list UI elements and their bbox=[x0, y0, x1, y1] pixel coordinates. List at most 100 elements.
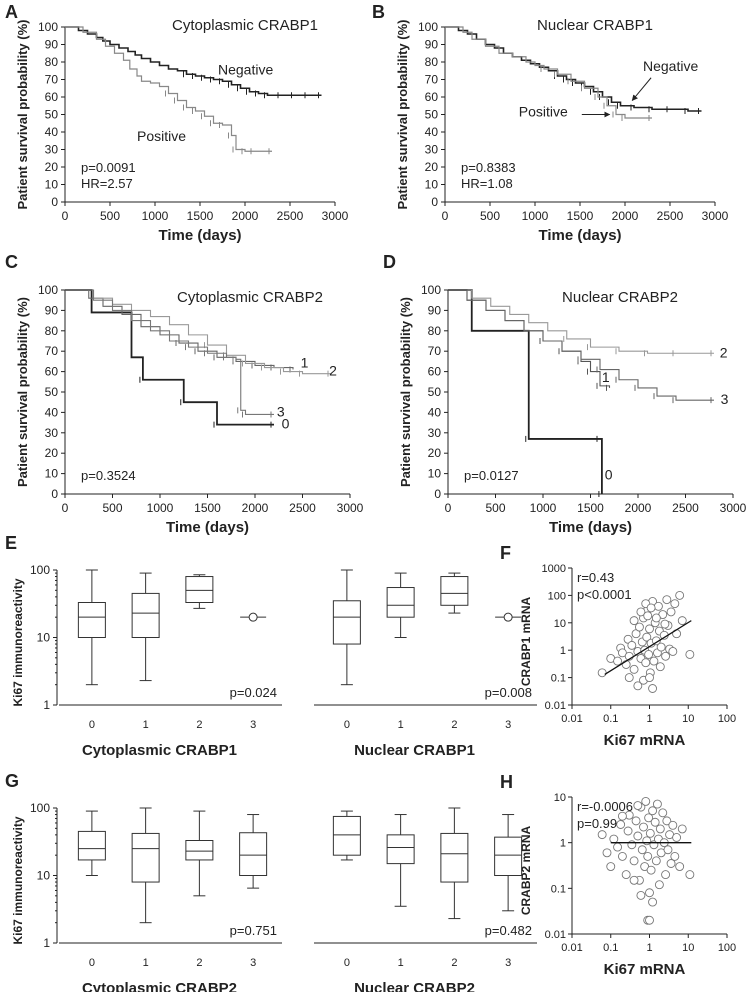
scatter-point bbox=[672, 833, 682, 842]
y-tick-label: 30 bbox=[425, 143, 439, 157]
curve-label: 2 bbox=[329, 363, 337, 379]
scatter-point bbox=[649, 656, 659, 666]
scatter-point bbox=[642, 836, 652, 846]
box-point bbox=[503, 612, 513, 622]
x-tick-label: 500 bbox=[102, 501, 122, 515]
stat-label: p=0.0127 bbox=[464, 468, 519, 483]
y-tick-label: 1 bbox=[560, 645, 566, 657]
panel-letter: E bbox=[5, 533, 17, 553]
scatter-point bbox=[627, 840, 637, 850]
box-iqr bbox=[440, 832, 469, 883]
panel-letter: F bbox=[500, 543, 511, 563]
y-tick-label: 40 bbox=[428, 405, 442, 419]
x-tick-label: 0.01 bbox=[561, 713, 582, 725]
y-tick-label: 100 bbox=[38, 283, 58, 297]
scatter-point bbox=[655, 662, 665, 672]
km-curve-negative bbox=[65, 26, 322, 97]
scatter-point bbox=[677, 824, 687, 834]
km-curve-2 bbox=[65, 289, 331, 375]
x-tick-label: 0 bbox=[62, 209, 69, 223]
x-tick-label: 10 bbox=[682, 942, 694, 954]
x-category-label: 1 bbox=[143, 719, 149, 731]
x-tick-label: 0 bbox=[62, 501, 69, 515]
box-iqr bbox=[77, 602, 106, 638]
box-iqr bbox=[386, 834, 415, 865]
x-axis-title: Time (days) bbox=[549, 519, 632, 536]
panel-letter: H bbox=[500, 772, 513, 792]
box-point bbox=[248, 612, 258, 622]
x-category-label: 2 bbox=[451, 957, 457, 969]
scatter-point bbox=[644, 813, 654, 823]
box-iqr bbox=[332, 815, 361, 856]
y-tick-label: 10 bbox=[37, 631, 51, 645]
scatter-point bbox=[651, 856, 661, 866]
scatter-point bbox=[651, 613, 661, 623]
p-value: p=0.024 bbox=[230, 685, 277, 700]
y-axis-title: CRABP1 mRNA bbox=[519, 596, 533, 686]
scatter-point bbox=[633, 801, 643, 810]
stat-label: HR=1.08 bbox=[461, 176, 513, 191]
curve-label: Negative bbox=[218, 61, 273, 77]
x-category-label: 0 bbox=[344, 719, 350, 731]
y-tick-label: 80 bbox=[428, 324, 442, 338]
fit-line bbox=[604, 620, 692, 676]
km-curve-positive bbox=[65, 26, 272, 152]
y-tick-label: 80 bbox=[425, 55, 439, 69]
scatter-point bbox=[641, 796, 651, 806]
x-tick-label: 0 bbox=[445, 501, 452, 515]
y-tick-label: 40 bbox=[425, 125, 439, 139]
scatter-point bbox=[670, 851, 680, 861]
y-tick-label: 1 bbox=[43, 936, 50, 950]
x-tick-label: 0 bbox=[442, 209, 449, 223]
x-tick-label: 2000 bbox=[232, 209, 259, 223]
x-tick-label: 2000 bbox=[242, 501, 269, 515]
scatter-point bbox=[645, 624, 654, 634]
curve-label: 0 bbox=[282, 416, 290, 432]
x-tick-label: 0.1 bbox=[603, 942, 618, 954]
y-tick-label: 60 bbox=[428, 365, 442, 379]
scatter-point bbox=[597, 830, 607, 840]
x-category-label: 3 bbox=[505, 957, 511, 969]
panel-letter: C bbox=[5, 252, 18, 272]
x-tick-label: 1500 bbox=[194, 501, 221, 515]
y-tick-label: 0 bbox=[51, 487, 58, 501]
scatter-point bbox=[648, 806, 658, 816]
y-tick-label: 10 bbox=[45, 467, 59, 481]
scatter-point bbox=[644, 649, 654, 659]
p-value: p=0.482 bbox=[485, 923, 532, 938]
x-tick-label: 1500 bbox=[187, 209, 214, 223]
x-axis-title: Ki67 mRNA bbox=[604, 961, 686, 978]
y-tick-label: 100 bbox=[30, 563, 50, 577]
scatter-point bbox=[656, 642, 666, 652]
y-tick-label: 100 bbox=[38, 20, 58, 34]
scatter-point bbox=[648, 684, 658, 693]
y-axis-title: Patient survival probability (%) bbox=[15, 20, 30, 210]
scatter-panel-h: H 0.01 0.1 1 10 0.01 0.1 1 10 100 Ki67 mRNA CRABP2 … bbox=[500, 772, 736, 978]
km-curve-1 bbox=[65, 289, 294, 370]
x-tick-label: 0.01 bbox=[561, 942, 582, 954]
x-tick-label: 1000 bbox=[530, 501, 557, 515]
km-curve-positive bbox=[445, 26, 652, 119]
curve-label: Positive bbox=[137, 128, 186, 144]
y-tick-label: 90 bbox=[425, 38, 439, 52]
x-category-label: 3 bbox=[250, 719, 256, 731]
scatter-point bbox=[675, 590, 685, 600]
scatter-point bbox=[670, 599, 680, 609]
x-tick-label: 3000 bbox=[702, 209, 729, 223]
x-axis-title: Ki67 mRNA bbox=[604, 732, 686, 749]
x-category-label: 2 bbox=[451, 719, 457, 731]
y-tick-label: 30 bbox=[428, 426, 442, 440]
y-axis-title: Ki67 immunoreactivity bbox=[11, 816, 25, 944]
y-tick-label: 0 bbox=[431, 195, 438, 209]
y-tick-label: 0.01 bbox=[545, 700, 566, 712]
negative-arrow bbox=[631, 77, 652, 101]
x-tick-label: 2500 bbox=[289, 501, 316, 515]
scatter-point bbox=[661, 870, 671, 880]
x-category-label: 2 bbox=[196, 957, 202, 969]
x-tick-label: 2000 bbox=[625, 501, 652, 515]
y-tick-label: 10 bbox=[425, 178, 439, 192]
stat-label: HR=2.57 bbox=[81, 176, 133, 191]
scatter-point bbox=[629, 664, 639, 674]
x-tick-label: 3000 bbox=[322, 209, 349, 223]
